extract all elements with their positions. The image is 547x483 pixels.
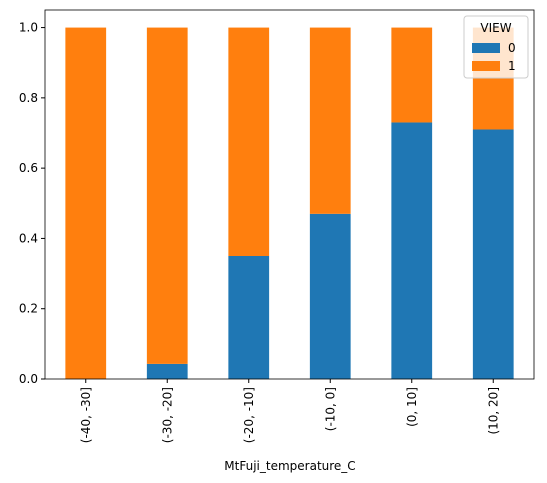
x-tick-label: (-40, -30] — [79, 387, 93, 443]
legend-label: 1 — [508, 59, 516, 73]
y-tick-label: 1.0 — [19, 21, 38, 35]
bar-segment — [309, 27, 351, 214]
axes-frame — [44, 9, 535, 380]
x-tick-label: (-20, -10] — [242, 387, 256, 443]
x-tick-label: (10, 20] — [486, 387, 500, 435]
bar-segment — [228, 256, 270, 379]
bar-segment — [65, 27, 107, 379]
y-tick-label: 0.2 — [19, 302, 38, 316]
bar-segment — [391, 122, 433, 379]
y-tick-label: 0.0 — [19, 372, 38, 386]
x-axis-label: MtFuji_temperature_C — [224, 459, 355, 473]
x-tick-label: (0, 10] — [405, 387, 419, 427]
y-tick-label: 0.8 — [19, 91, 38, 105]
x-tick-label: (-30, -20] — [160, 387, 174, 443]
legend-swatch — [472, 61, 500, 71]
x-tick-label: (-10, 0] — [323, 387, 337, 431]
bar-segment — [228, 27, 270, 257]
y-tick-label: 0.6 — [19, 161, 38, 175]
y-tick-label: 0.4 — [19, 231, 38, 245]
bar-segment — [309, 213, 351, 379]
legend-label: 0 — [508, 41, 516, 55]
bar-segment — [472, 129, 514, 379]
bar-segment — [146, 363, 188, 379]
legend-title: VIEW — [480, 21, 511, 35]
bar-segment — [146, 27, 188, 364]
legend-swatch — [472, 43, 500, 53]
bar-segment — [391, 27, 433, 123]
